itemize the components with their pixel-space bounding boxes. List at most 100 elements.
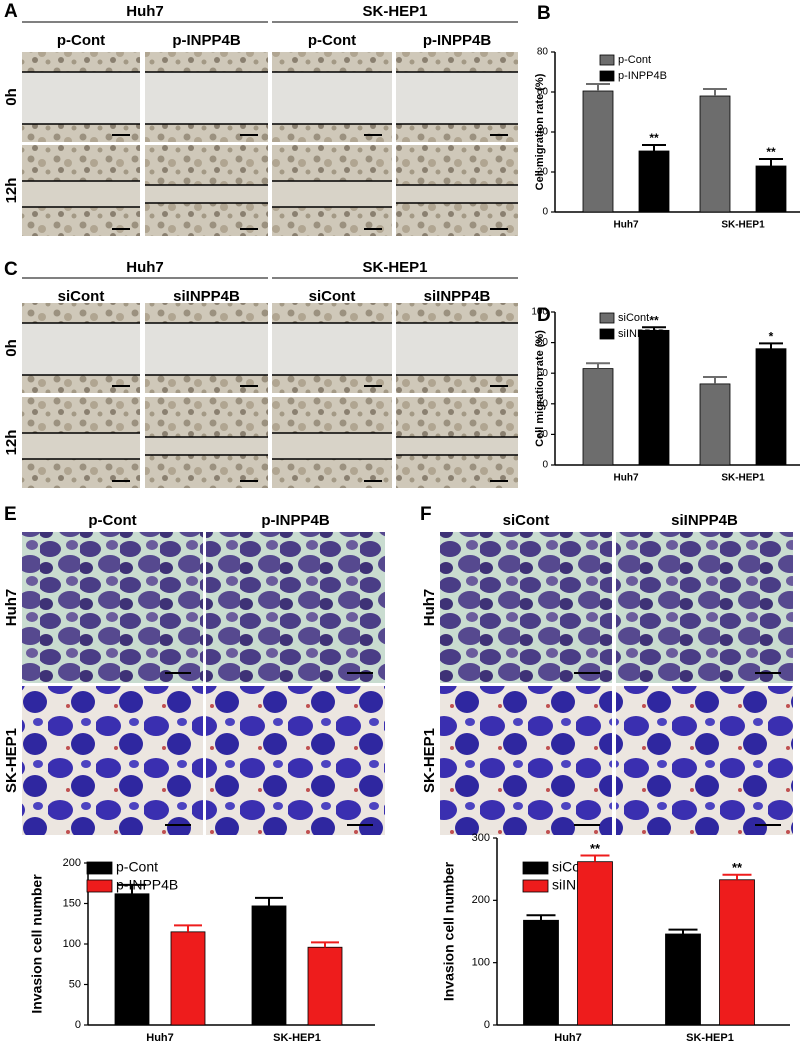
x-tick-label: Huh7 <box>614 220 639 231</box>
group-header: SK-HEP1 <box>362 3 427 20</box>
bar <box>251 905 287 1026</box>
panel-label: D <box>537 305 551 326</box>
legend-label: p-Cont <box>116 859 158 875</box>
wound-area <box>22 433 140 459</box>
wound-area <box>272 72 392 124</box>
condition-label: p-Cont <box>88 512 136 529</box>
wound-area <box>145 185 268 203</box>
wound-area <box>396 72 518 124</box>
legend-label: p-INPP4B <box>618 70 667 82</box>
y-tick-label: 20 <box>537 429 549 440</box>
legend-label: p-Cont <box>618 54 651 66</box>
panel-label: F <box>420 504 432 525</box>
legend-swatch <box>599 54 615 66</box>
row-label: Huh7 <box>3 589 20 627</box>
y-tick-label: 0 <box>75 1019 81 1031</box>
y-tick-label: 300 <box>472 832 490 844</box>
micrograph <box>616 532 793 683</box>
significance: ** <box>732 860 743 875</box>
row-label: 0h <box>3 339 20 357</box>
content: A B C D E F Huh7 SK-HEP1 p-Cont p-INPP4B p-Cont p-I… <box>3 1 800 1044</box>
bar <box>114 893 150 1026</box>
y-tick-label: 0 <box>542 460 548 471</box>
bar <box>665 933 701 1026</box>
micrograph <box>22 532 203 683</box>
y-tick-label: 200 <box>63 857 81 869</box>
bar <box>699 383 731 466</box>
row-label: 0h <box>3 88 20 106</box>
wound-area <box>22 323 140 375</box>
panel-label: E <box>4 504 17 525</box>
bar <box>755 165 787 213</box>
bar <box>719 879 755 1026</box>
condition-label: p-INPP4B <box>172 32 241 49</box>
bar <box>699 95 731 213</box>
condition-label: p-INPP4B <box>423 32 492 49</box>
bar <box>577 861 613 1026</box>
bar <box>638 150 670 213</box>
condition-label: p-Cont <box>308 32 356 49</box>
y-tick-label: 0 <box>542 207 548 218</box>
y-axis-label: Invasion cell number <box>441 861 457 1001</box>
bar <box>307 946 343 1026</box>
wound-area <box>272 181 392 207</box>
x-tick-label: SK-HEP1 <box>721 473 765 484</box>
wound-area <box>272 323 392 375</box>
wound-area <box>396 437 518 455</box>
x-tick-label: Huh7 <box>614 473 639 484</box>
row-label: SK-HEP1 <box>421 728 438 793</box>
condition-label: siCont <box>309 288 356 305</box>
condition-label: p-INPP4B <box>261 512 330 529</box>
group-header: SK-HEP1 <box>362 259 427 276</box>
legend-swatch <box>599 312 615 324</box>
condition-label: p-Cont <box>57 32 105 49</box>
y-axis-label: Invasion cell number <box>29 874 45 1014</box>
significance: ** <box>649 313 659 327</box>
row-label: 12h <box>3 430 20 456</box>
x-tick-label: SK-HEP1 <box>273 1032 321 1044</box>
legend-swatch <box>599 70 615 82</box>
significance: * <box>769 330 774 344</box>
legend-swatch <box>522 861 549 875</box>
bar <box>755 348 787 466</box>
legend-swatch <box>522 879 549 893</box>
micrograph <box>206 532 385 683</box>
micrograph <box>206 686 385 835</box>
micrograph <box>440 532 612 683</box>
y-tick-label: 200 <box>472 894 490 906</box>
legend-swatch <box>86 879 113 893</box>
bar <box>582 90 614 213</box>
x-tick-label: SK-HEP1 <box>686 1032 734 1044</box>
y-tick-label: 0 <box>484 1019 490 1031</box>
wound-area <box>22 72 140 124</box>
x-tick-label: Huh7 <box>146 1032 174 1044</box>
significance: ** <box>590 841 601 856</box>
bar <box>170 931 206 1026</box>
wound-area <box>272 433 392 459</box>
condition-label: siCont <box>503 512 550 529</box>
micrograph <box>440 686 612 835</box>
panel-label: A <box>4 1 18 22</box>
legend-swatch <box>86 861 113 875</box>
micrograph <box>22 686 203 835</box>
y-tick-label: 150 <box>63 897 81 909</box>
y-tick-label: 40 <box>537 127 549 138</box>
bar <box>582 368 614 466</box>
group-header: Huh7 <box>126 3 164 20</box>
panel-label: B <box>537 3 551 24</box>
wound-area <box>396 323 518 375</box>
condition-label: siINPP4B <box>173 288 240 305</box>
bar <box>523 919 559 1026</box>
bar <box>638 329 670 466</box>
y-tick-label: 80 <box>537 337 549 348</box>
wound-area <box>22 181 140 207</box>
y-tick-label: 50 <box>69 978 81 990</box>
y-tick-label: 80 <box>537 47 549 58</box>
legend-label: siCont <box>618 312 649 324</box>
x-tick-label: Huh7 <box>554 1032 582 1044</box>
significance: ** <box>766 145 776 159</box>
row-label: Huh7 <box>421 589 438 627</box>
row-label: SK-HEP1 <box>3 728 20 793</box>
row-label: 12h <box>3 178 20 204</box>
